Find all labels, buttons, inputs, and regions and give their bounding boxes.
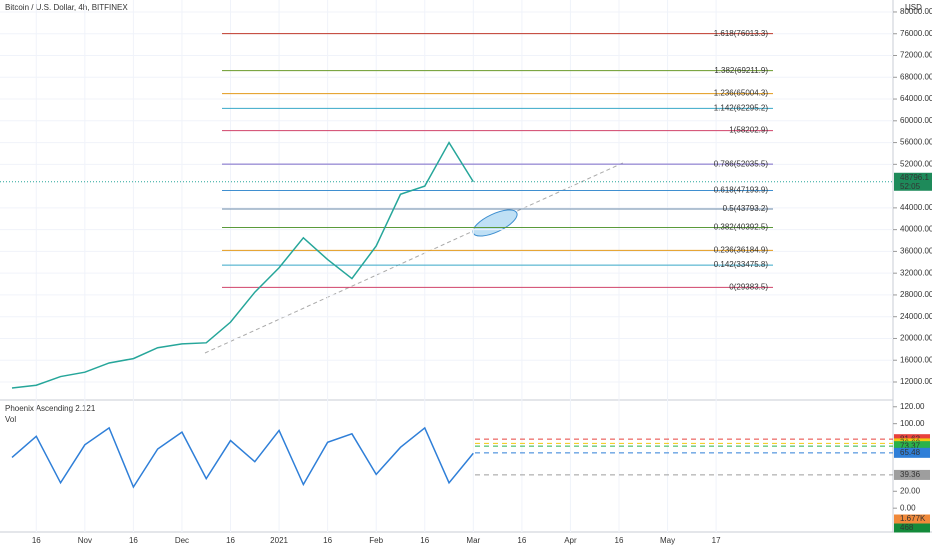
indicator-title: Phoenix Ascending 2.121 bbox=[5, 404, 96, 413]
indicator-level-label: 73.37 bbox=[900, 441, 921, 450]
countdown-label: 52:05 bbox=[900, 182, 921, 191]
y-tick-label: 20000.00 bbox=[900, 334, 932, 343]
x-tick-label: Mar bbox=[466, 536, 480, 545]
y-tick-label: 36000.00 bbox=[900, 247, 932, 256]
y-tick-label: 52000.00 bbox=[900, 159, 932, 168]
fib-level-label: 1(58202.9) bbox=[729, 126, 768, 135]
fib-level-label: 0.236(36184.9) bbox=[714, 246, 769, 255]
y-tick-label: 120.00 bbox=[900, 402, 925, 411]
fib-level-label: 0.5(43793.2) bbox=[723, 204, 769, 213]
last-price-label: 48796.1 bbox=[900, 173, 929, 182]
y-tick-label: 24000.00 bbox=[900, 312, 932, 321]
x-tick-label: Dec bbox=[175, 536, 189, 545]
y-tick-label: 68000.00 bbox=[900, 72, 932, 81]
y-tick-label: 0.00 bbox=[900, 503, 916, 512]
y-tick-label: 80000.00 bbox=[900, 7, 932, 16]
volume-label: 468 bbox=[900, 523, 914, 532]
y-tick-label: 64000.00 bbox=[900, 94, 932, 103]
x-tick-label: Apr bbox=[564, 536, 577, 545]
y-tick-label: 32000.00 bbox=[900, 268, 932, 277]
x-tick-label: 16 bbox=[517, 536, 526, 545]
y-tick-label: 20.00 bbox=[900, 486, 921, 495]
x-tick-label: 16 bbox=[129, 536, 138, 545]
y-tick-label: 60000.00 bbox=[900, 116, 932, 125]
series-line bbox=[11, 426, 474, 489]
indicator-level-label: 39.36 bbox=[900, 470, 921, 479]
fib-level-label: 1.382(69211.9) bbox=[714, 66, 768, 75]
y-axis-label: USD bbox=[905, 3, 922, 12]
series-line bbox=[11, 141, 474, 389]
indicator-level-label: 65.48 bbox=[900, 448, 921, 457]
x-tick-label: 16 bbox=[32, 536, 41, 545]
x-tick-label: Feb bbox=[369, 536, 383, 545]
y-tick-label: 28000.00 bbox=[900, 290, 932, 299]
volume-box bbox=[894, 514, 930, 524]
x-tick-label: 2021 bbox=[270, 536, 288, 545]
y-tick-label: 72000.00 bbox=[900, 51, 932, 60]
x-tick-label: 16 bbox=[226, 536, 235, 545]
fib-level-label: 1.236(65004.3) bbox=[714, 89, 769, 98]
x-tick-label: 16 bbox=[420, 536, 429, 545]
indicator-level-box bbox=[894, 469, 930, 480]
fib-level-label: 1.142(62295.2) bbox=[714, 103, 769, 112]
fib-level-label: 0.618(47193.9) bbox=[714, 186, 769, 195]
fib-level-label: 0.382(40392.5) bbox=[714, 223, 769, 232]
y-tick-label: 12000.00 bbox=[900, 377, 932, 386]
volume-box bbox=[894, 523, 930, 533]
chart-title: Bitcoin / U.S. Dollar, 4h, BITFINEX bbox=[5, 3, 128, 12]
fib-level-label: 1.618(76013.3) bbox=[714, 29, 769, 38]
y-tick-label: 56000.00 bbox=[900, 138, 932, 147]
y-tick-label: 76000.00 bbox=[900, 29, 932, 38]
x-tick-label: May bbox=[660, 536, 675, 545]
x-tick-label: 16 bbox=[323, 536, 332, 545]
volume-label: 1.677K bbox=[900, 514, 926, 523]
indicator-subtitle: Vol bbox=[5, 415, 16, 424]
indicator-level-box bbox=[894, 441, 930, 452]
fib-level-label: 0(29383.5) bbox=[729, 283, 768, 292]
y-tick-label: 100.00 bbox=[900, 419, 925, 428]
x-tick-label: Nov bbox=[78, 536, 92, 545]
y-tick-label: 40000.00 bbox=[900, 225, 932, 234]
y-tick-label: 44000.00 bbox=[900, 203, 932, 212]
fib-level-label: 0.786(52035.5) bbox=[714, 159, 769, 168]
x-tick-label: 17 bbox=[712, 536, 721, 545]
x-tick-label: 16 bbox=[615, 536, 624, 545]
y-tick-label: 16000.00 bbox=[900, 355, 932, 364]
indicator-level-box bbox=[894, 447, 930, 458]
fib-level-label: 0.142(33475.8) bbox=[714, 260, 769, 269]
last-price-box bbox=[894, 172, 932, 191]
